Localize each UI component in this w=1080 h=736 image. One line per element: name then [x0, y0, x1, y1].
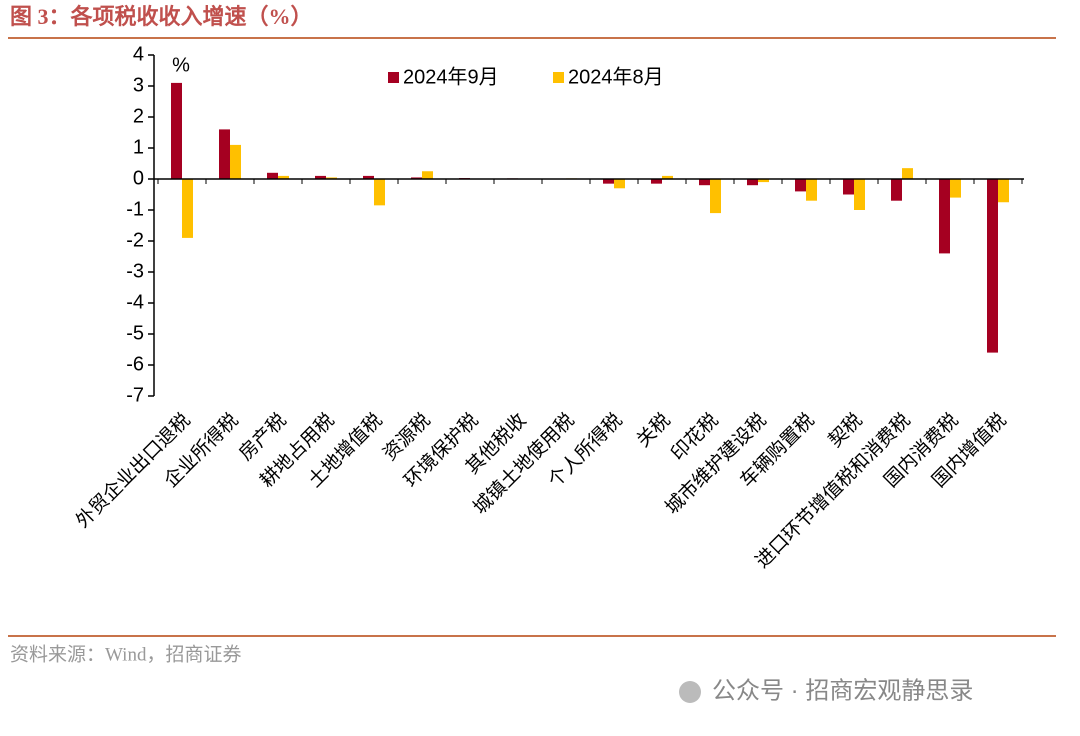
- y-tick-label: 4: [133, 43, 144, 65]
- y-tick-label: -6: [126, 353, 144, 375]
- y-tick-label: -7: [126, 384, 144, 406]
- bar: [267, 172, 278, 179]
- bar: [795, 179, 806, 192]
- y-tick-label: -2: [126, 229, 144, 251]
- bar: [411, 177, 422, 179]
- bar: [651, 179, 662, 184]
- bar: [230, 144, 241, 179]
- y-tick-label: 3: [133, 74, 144, 96]
- y-tick-label: -5: [126, 322, 144, 344]
- bar: [806, 179, 817, 201]
- legend-swatch: [553, 72, 564, 83]
- bar: [987, 179, 998, 353]
- x-tick-label: 契税: [824, 409, 866, 451]
- bar: [891, 179, 902, 201]
- bar: [699, 179, 710, 186]
- bar: [326, 177, 337, 179]
- bar: [278, 175, 289, 179]
- bar: [219, 129, 230, 179]
- bar: [747, 179, 758, 186]
- y-tick-label: -1: [126, 198, 144, 220]
- y-tick-label: -3: [126, 260, 144, 282]
- bar: [614, 179, 625, 189]
- y-tick-label: 2: [133, 105, 144, 127]
- y-tick-label: 0: [133, 167, 144, 189]
- bar: [662, 175, 673, 179]
- bar: [363, 175, 374, 179]
- chart-title: 图 3：各项税收收入增速（%）: [10, 4, 313, 29]
- bar: [182, 179, 193, 238]
- y-unit: %: [172, 54, 190, 76]
- bar: [710, 179, 721, 214]
- y-tick-label: -4: [126, 291, 144, 313]
- bar: [171, 82, 182, 179]
- bar: [950, 179, 961, 198]
- source: 资料来源：Wind，招商证券: [10, 643, 241, 665]
- bar: [843, 179, 854, 195]
- bar: [374, 179, 385, 206]
- bar: [902, 168, 913, 179]
- wechat-icon: [679, 681, 701, 703]
- bar: [315, 175, 326, 179]
- x-tick-label: 关税: [632, 409, 674, 451]
- bar: [758, 179, 769, 183]
- bar: [422, 171, 433, 179]
- bar: [998, 179, 1009, 203]
- legend-label: 2024年8月: [568, 65, 664, 88]
- watermark: 公众号 · 招商宏观静思录: [712, 677, 973, 704]
- legend-label: 2024年9月: [403, 65, 499, 88]
- bar: [854, 179, 865, 210]
- legend-swatch: [388, 72, 399, 83]
- y-tick-label: 1: [133, 136, 144, 158]
- bar: [603, 179, 614, 184]
- bar: [939, 179, 950, 254]
